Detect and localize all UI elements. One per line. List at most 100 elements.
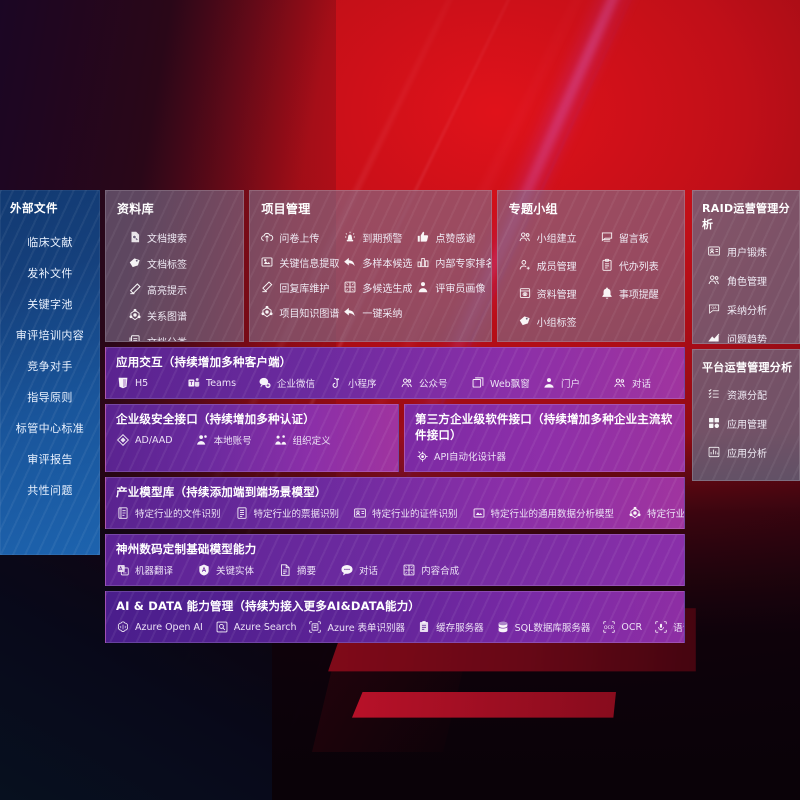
item-app-management[interactable]: 应用管理 bbox=[707, 411, 799, 435]
item-matter-reminder[interactable]: 事项提醒 bbox=[600, 281, 676, 305]
sidebar-item-keyword-pool[interactable]: 关键字池 bbox=[27, 297, 73, 311]
document-category-icon bbox=[128, 334, 142, 341]
item-official-account[interactable]: 公众号 bbox=[400, 374, 471, 392]
item-summary[interactable]: 摘要 bbox=[278, 561, 316, 579]
item-multi-sample-candidate[interactable]: 多样本候选 bbox=[343, 250, 412, 274]
item-content-synthesis[interactable]: 内容合成 bbox=[402, 561, 459, 579]
sidebar-item-standards-center[interactable]: 标管中心标准 bbox=[15, 421, 85, 435]
item-label: 角色管理 bbox=[727, 276, 767, 288]
item-azure-search[interactable]: Azure Search bbox=[215, 618, 297, 636]
item-reviewer-profile[interactable]: 评审员画像 bbox=[416, 275, 490, 299]
item-industry-receipt-recognition[interactable]: 特定行业的票据识别 bbox=[235, 504, 339, 522]
local-account-icon bbox=[195, 433, 209, 447]
item-portal[interactable]: 门户 bbox=[542, 374, 613, 392]
item-document-tag[interactable]: 文档标签 bbox=[128, 251, 235, 275]
item-key-entity[interactable]: 关键实体 bbox=[197, 561, 254, 579]
sidebar-item-supplement-files[interactable]: 发补文件 bbox=[27, 266, 73, 280]
panel-raid-grid: 用户锻炼 角色管理 QA 采纳分析 问题趋势 bbox=[693, 232, 799, 344]
item-app-analysis[interactable]: 应用分析 bbox=[707, 440, 799, 464]
item-group-tag[interactable]: 小组标签 bbox=[518, 309, 594, 333]
item-label: 问题趋势 bbox=[727, 334, 767, 344]
item-wechat-work[interactable]: 企业微信 bbox=[258, 374, 329, 392]
sidebar-item-review-training[interactable]: 审评培训内容 bbox=[15, 328, 85, 342]
azure-ad-icon bbox=[116, 433, 130, 447]
sidebar-item-common-issues[interactable]: 共性问题 bbox=[27, 483, 73, 497]
bar-base-title: 神州数码定制基础模型能力 bbox=[116, 542, 257, 556]
bar-thirdparty-software: 第三方企业级软件接口（持续增加多种企业主流软件接口） API自动化设计器 bbox=[404, 404, 685, 472]
sidebar-item-clinical-literature[interactable]: 临床文献 bbox=[27, 235, 73, 249]
item-role-management[interactable]: 角色管理 bbox=[707, 268, 799, 292]
item-relation-graph[interactable]: 关系图谱 bbox=[128, 303, 235, 327]
form-recognizer-icon bbox=[308, 620, 322, 634]
item-user-training[interactable]: 用户锻炼 bbox=[707, 239, 799, 263]
background-shape-red-bar bbox=[352, 692, 616, 718]
item-label: Azure Search bbox=[233, 621, 297, 633]
item-thanks-like[interactable]: 点赞感谢 bbox=[416, 225, 490, 249]
organization-icon bbox=[274, 433, 288, 447]
item-web-float-window[interactable]: Web飘窗 bbox=[471, 374, 542, 392]
item-questionnaire-upload[interactable]: 问卷上传 bbox=[260, 225, 339, 249]
item-miniprogram[interactable]: 小程序 bbox=[329, 374, 400, 392]
item-ocr[interactable]: OCR OCR bbox=[602, 618, 642, 636]
item-api-designer[interactable]: API自动化设计器 bbox=[415, 447, 506, 465]
item-label: 特定行业的通用数据分析模型 bbox=[490, 509, 615, 520]
item-cache-server[interactable]: 缓存服务器 bbox=[417, 618, 484, 636]
item-resource-allocation[interactable]: 资源分配 bbox=[707, 382, 799, 406]
item-material-management[interactable]: 资料管理 bbox=[518, 281, 594, 305]
item-adoption-analysis[interactable]: QA 采纳分析 bbox=[707, 297, 799, 321]
item-multi-candidate-generate[interactable]: 多候选生成 bbox=[343, 275, 412, 299]
item-key-info-extraction[interactable]: 关键信息提取 bbox=[260, 250, 339, 274]
item-h5[interactable]: H5 bbox=[116, 374, 187, 392]
item-azure-openai[interactable]: Azure Open AI bbox=[116, 618, 203, 636]
item-speech-understanding[interactable]: 语音理解 bbox=[654, 618, 684, 636]
item-group-create[interactable]: 小组建立 bbox=[518, 225, 594, 249]
item-expiry-alert[interactable]: 到期预警 bbox=[343, 225, 412, 249]
item-label: 资源分配 bbox=[727, 390, 767, 402]
item-label: 评审员画像 bbox=[435, 283, 486, 295]
item-dialog[interactable]: 对话 bbox=[613, 374, 684, 392]
item-label: 留言板 bbox=[618, 233, 649, 245]
sidebar-item-guidelines[interactable]: 指导原则 bbox=[27, 390, 73, 404]
item-label: 文档搜索 bbox=[147, 233, 187, 245]
sidebar-item-review-report[interactable]: 审评报告 bbox=[27, 452, 73, 466]
sidebar-item-competitors[interactable]: 竞争对手 bbox=[27, 359, 73, 373]
item-document-category[interactable]: 文档分类 bbox=[128, 329, 235, 341]
item-label: 关键实体 bbox=[216, 566, 255, 577]
content-merge-icon bbox=[402, 563, 416, 577]
item-organization-definition[interactable]: 组织定义 bbox=[274, 431, 331, 449]
bar-split-row: 企业级安全接口（持续增加多种认证） AD/AAD 本地账号 组织定义 bbox=[105, 404, 685, 472]
item-member-management[interactable]: 成员管理 bbox=[518, 253, 594, 277]
item-one-click-adopt[interactable]: 一键采纳 bbox=[343, 300, 412, 324]
item-todo-list[interactable]: 代办列表 bbox=[600, 253, 676, 277]
item-sql-database-server[interactable]: SQL数据库服务器 bbox=[496, 618, 590, 636]
item-teams[interactable]: Teams bbox=[187, 374, 258, 392]
trend-chart-icon bbox=[707, 331, 721, 343]
item-internal-expert-rank[interactable]: 内部专家排名 bbox=[416, 250, 491, 274]
grid-expand-icon bbox=[343, 280, 357, 294]
item-message-board[interactable]: 留言板 bbox=[600, 225, 676, 249]
extract-frame-icon bbox=[260, 255, 274, 269]
graph-network-icon bbox=[128, 308, 142, 322]
bar-aidata-title: AI & DATA 能力管理（持续为接入更多AI&DATA能力） bbox=[116, 599, 421, 613]
item-document-search[interactable]: 文档搜索 bbox=[128, 225, 235, 249]
item-industry-id-recognition[interactable]: 特定行业的证件识别 bbox=[353, 504, 458, 522]
item-project-knowledge-graph[interactable]: 项目知识图谱 bbox=[260, 300, 339, 324]
cache-server-icon bbox=[417, 620, 431, 634]
item-machine-translation[interactable]: 机器翻译 bbox=[116, 561, 173, 579]
item-local-account[interactable]: 本地账号 bbox=[195, 431, 252, 449]
alarm-light-icon bbox=[343, 230, 357, 244]
item-label: 到期预警 bbox=[362, 233, 403, 245]
item-chat[interactable]: 对话 bbox=[340, 561, 378, 579]
item-ad-aad[interactable]: AD/AAD bbox=[116, 431, 173, 449]
item-industry-data-analysis-model[interactable]: 特定行业的通用数据分析模型 bbox=[472, 504, 615, 522]
item-label: 文档标签 bbox=[147, 259, 187, 271]
item-industry-file-recognition[interactable]: 特定行业的文件识别 bbox=[116, 504, 221, 522]
panel-platform-grid: 资源分配 应用管理 应用分析 bbox=[693, 375, 799, 464]
item-azure-form-recognizer[interactable]: Azure 表单识别器 bbox=[308, 618, 405, 636]
item-issue-trend[interactable]: 问题趋势 bbox=[707, 326, 799, 344]
item-industry-knowledge-graph-model[interactable]: 特定行业的通用知识图谱模型 bbox=[628, 504, 684, 522]
item-label: 采纳分析 bbox=[727, 305, 767, 317]
portal-person-icon bbox=[542, 376, 556, 390]
item-highlight-hint[interactable]: 高亮提示 bbox=[128, 277, 235, 301]
item-reply-library-maintain[interactable]: 回复库维护 bbox=[260, 275, 339, 299]
